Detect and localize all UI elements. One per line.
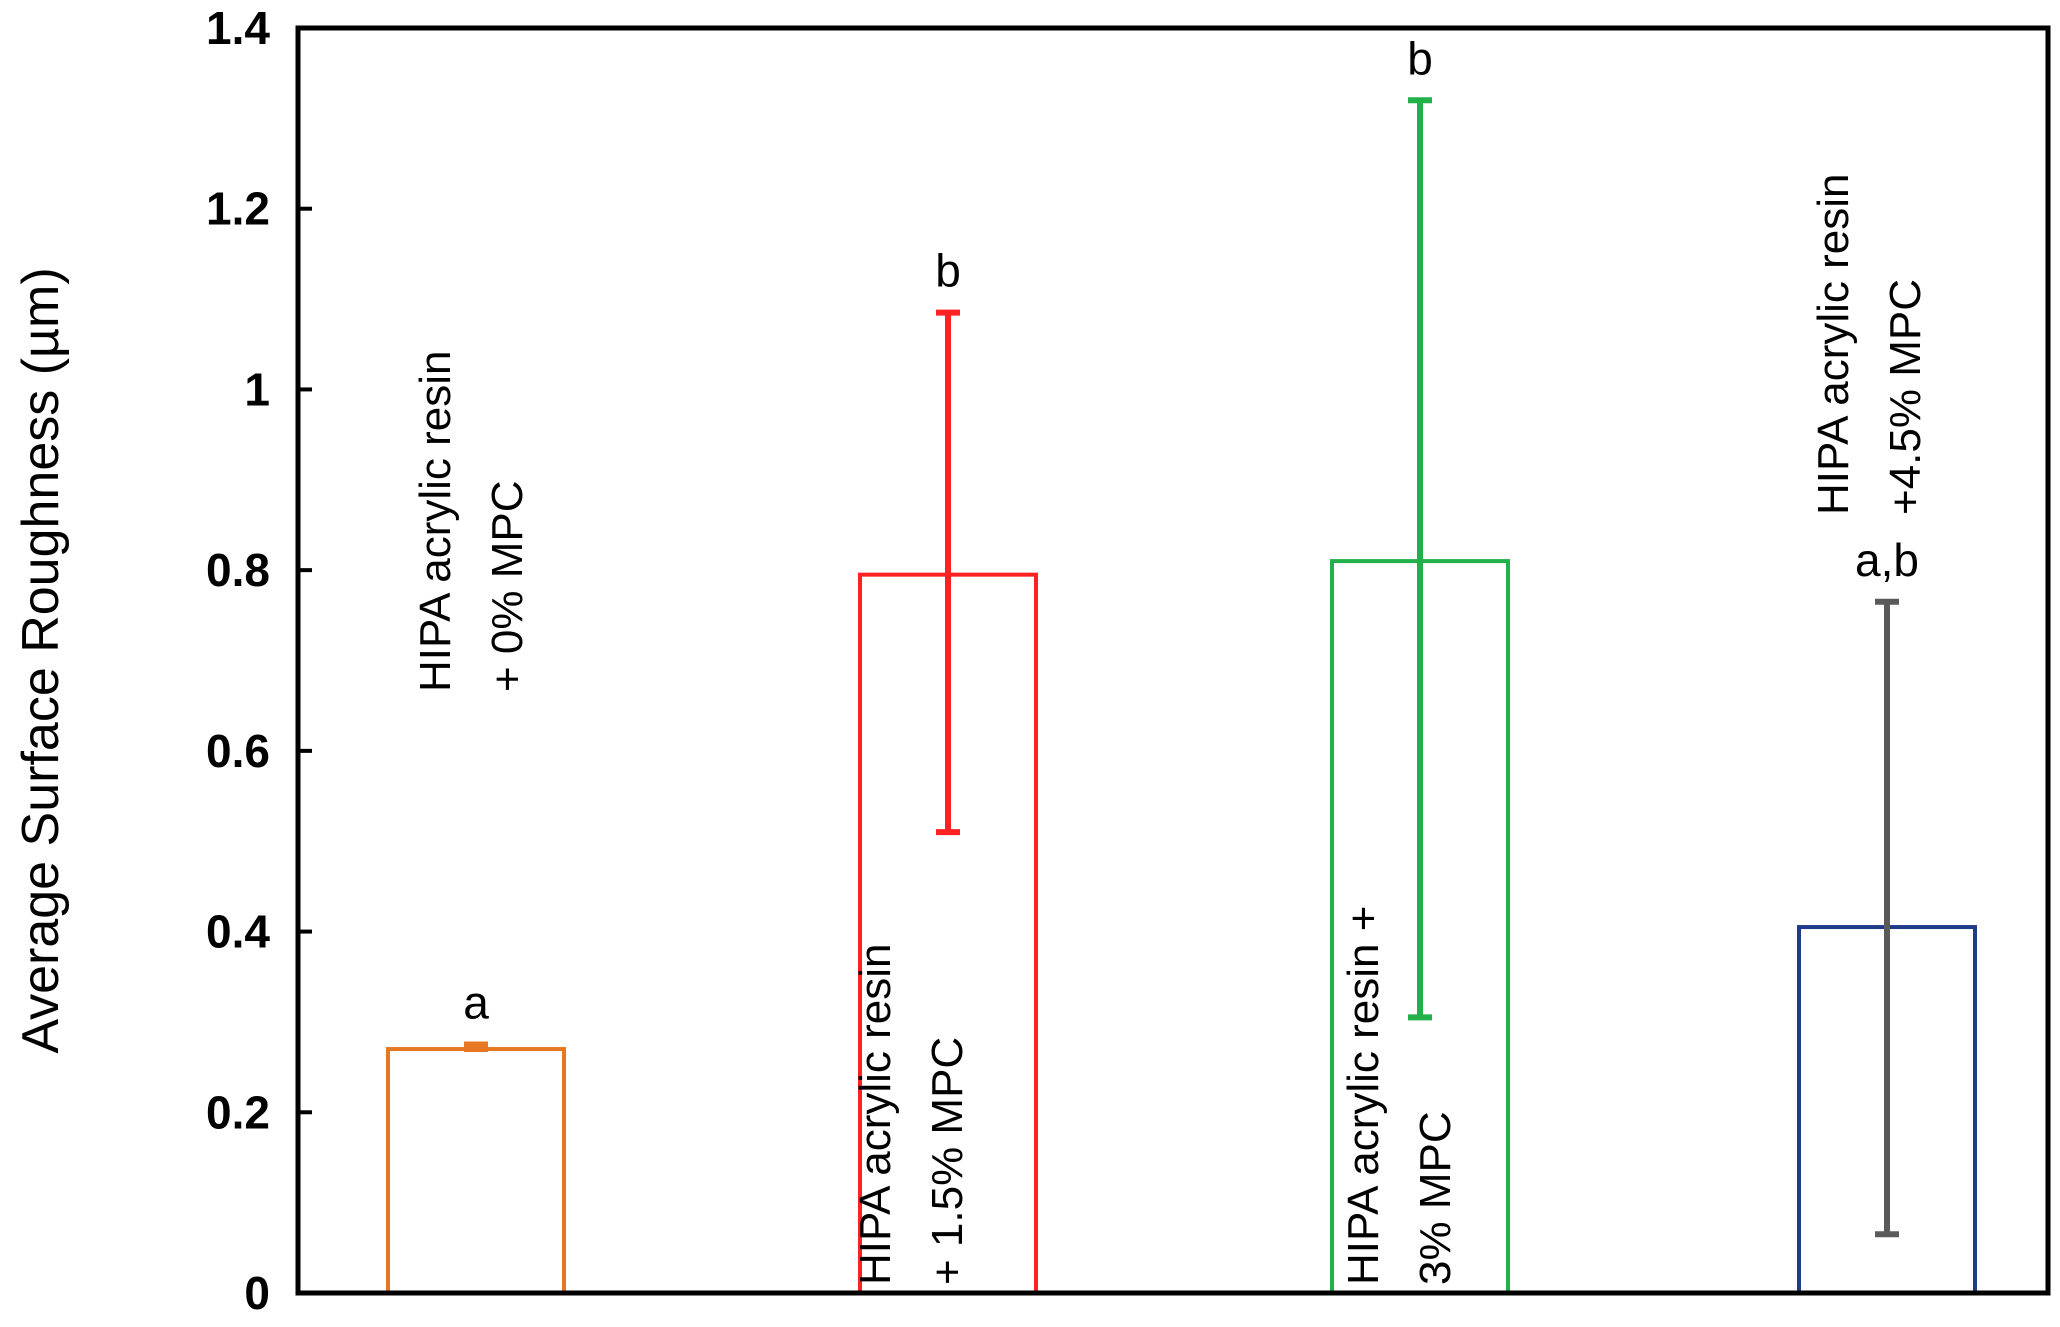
bar-category-label: HIPA acrylic resin: [411, 351, 460, 693]
error-bar: [936, 309, 960, 836]
y-tick-label: 0.8: [206, 544, 270, 596]
significance-label: a,b: [1855, 534, 1919, 586]
significance-label: b: [1407, 32, 1433, 84]
bar-category-label: HIPA acrylic resin +: [1339, 906, 1388, 1285]
error-bar: [1408, 97, 1432, 1021]
error-bar: [464, 1041, 488, 1053]
error-bars: [464, 97, 1899, 1238]
y-tick-label: 1: [244, 363, 270, 415]
bar-category-label: + 0% MPC: [483, 480, 532, 692]
y-tick-label: 0.4: [206, 906, 270, 958]
bar: [386, 1047, 566, 1296]
bar-category-label: 3% MPC: [1411, 1111, 1460, 1285]
y-tick-label: 0: [244, 1267, 270, 1319]
y-axis-ticks: 0 0.2 0.4 0.6 0.8 1 1.2 1.4: [206, 2, 312, 1319]
y-tick-label: 1.2: [206, 183, 270, 235]
significance-label: b: [935, 245, 961, 297]
y-tick-label: 0.2: [206, 1086, 270, 1138]
y-tick-label: 1.4: [206, 2, 270, 54]
bar-category-label: + 1.5% MPC: [923, 1037, 972, 1285]
bar-labels: a b b a,b HIPA acrylic resin + 0% MPC HIPA acr…: [411, 32, 1930, 1285]
y-tick-label: 0.6: [206, 725, 270, 777]
bar-category-label: HIPA acrylic resin: [1809, 174, 1858, 516]
bar-category-label: HIPA acrylic resin: [851, 944, 900, 1286]
bars: [386, 559, 1977, 1296]
y-axis-title: Average Surface Roughness (µm): [12, 267, 70, 1053]
significance-label: a: [463, 977, 489, 1029]
error-bar: [1875, 598, 1899, 1238]
plot-frame: [295, 25, 2051, 1296]
bar-category-label: +4.5% MPC: [1881, 279, 1930, 515]
